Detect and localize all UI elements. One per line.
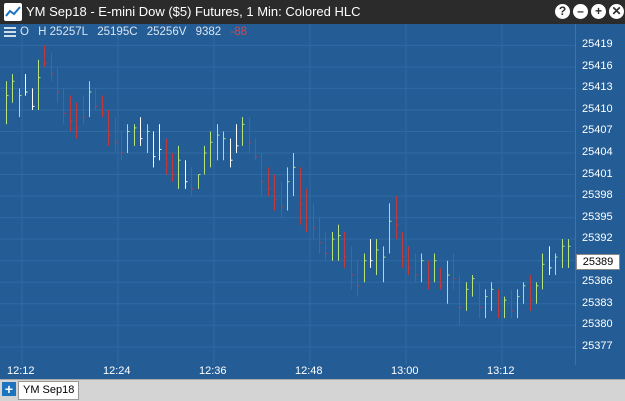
- chart-plot-area[interactable]: [0, 24, 575, 365]
- menu-icon[interactable]: [4, 27, 16, 37]
- price-tick-label: 25377: [582, 339, 613, 352]
- price-tick-label: 25383: [582, 296, 613, 309]
- price-tick-label: 25413: [582, 81, 613, 94]
- readout-close: 25256V: [146, 26, 187, 38]
- maximize-button[interactable]: +: [591, 4, 606, 19]
- ohlc-readout: O H 25257L 25195C 25256V 9382 -88: [6, 26, 253, 38]
- price-tick-label: 25407: [582, 124, 613, 137]
- tab-bar: + YM Sep18: [0, 379, 625, 401]
- chart-app-icon: [4, 3, 22, 21]
- time-tick-label: 12:24: [103, 365, 131, 377]
- price-tick-label: 25410: [582, 102, 613, 115]
- close-button[interactable]: ✕: [609, 4, 624, 19]
- price-tick-label: 25392: [582, 232, 613, 245]
- price-tick-label: 25398: [582, 189, 613, 202]
- time-tick-label: 12:36: [199, 365, 227, 377]
- price-tick-label: 25380: [582, 318, 613, 331]
- readout-high: H 25257L: [38, 26, 89, 38]
- price-tick-label: 25395: [582, 210, 613, 223]
- readout-change: -88: [230, 26, 248, 38]
- help-button[interactable]: ?: [555, 4, 570, 19]
- time-tick-label: 12:48: [295, 365, 323, 377]
- tab-ym-sep18[interactable]: YM Sep18: [18, 381, 80, 400]
- title-bar[interactable]: YM Sep18 - E-mini Dow ($5) Futures, 1 Mi…: [0, 0, 625, 24]
- readout-open: O: [20, 26, 29, 38]
- readout-low: 25195C: [97, 26, 138, 38]
- readout-volume: 9382: [195, 26, 222, 38]
- price-tick-label: 25401: [582, 167, 613, 180]
- last-price-tag: 25389: [576, 254, 620, 270]
- price-tick-label: 25419: [582, 38, 613, 51]
- minimize-button[interactable]: –: [573, 4, 588, 19]
- ohlc-chart[interactable]: [0, 24, 575, 365]
- add-tab-button[interactable]: +: [2, 382, 16, 396]
- price-tick-label: 25416: [582, 59, 613, 72]
- time-tick-label: 12:12: [7, 365, 35, 377]
- price-axis[interactable]: 25419 25416 25413 25410 25407 25404 25401 25398…: [575, 24, 625, 365]
- time-tick-label: 13:12: [487, 365, 515, 377]
- window-title: YM Sep18 - E-mini Dow ($5) Futures, 1 Mi…: [26, 4, 361, 19]
- time-tick-label: 13:00: [391, 365, 419, 377]
- time-axis[interactable]: 12:12 12:24 12:36 12:48 13:00 13:12: [0, 365, 625, 379]
- price-tick-label: 25404: [582, 146, 613, 159]
- price-tick-label: 25386: [582, 275, 613, 288]
